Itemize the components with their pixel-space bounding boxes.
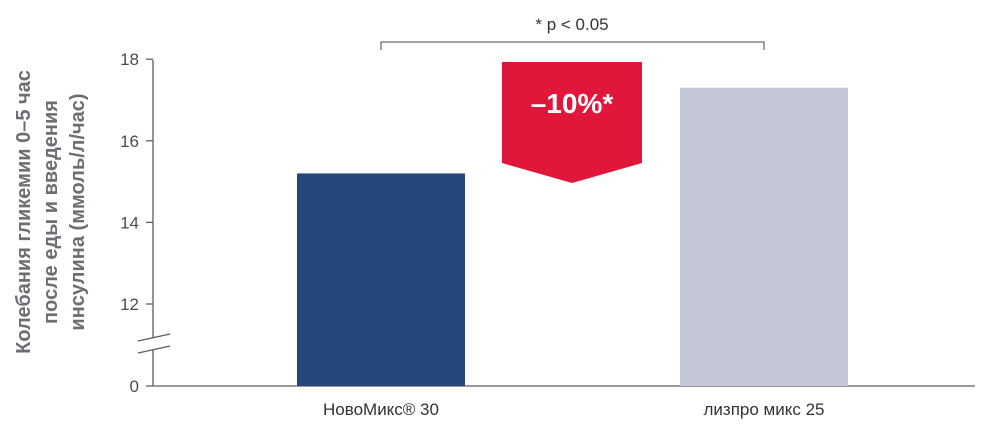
axis-break-marks — [137, 333, 171, 354]
y-axis-label-line-3: инсулина (ммоль/л/час) — [67, 93, 89, 330]
y-ticks: 0 12 14 16 18 — [120, 50, 153, 396]
category-labels: НовоМикс® 30 лизпро микс 25 — [323, 400, 824, 419]
y-axis-label: Колебания гликемии 0–5 час после еды и в… — [13, 70, 89, 354]
bar-2 — [680, 87, 848, 386]
significance-label: * p < 0.05 — [535, 15, 608, 34]
category-label-1: НовоМикс® 30 — [323, 400, 439, 419]
difference-badge: –10%* — [502, 62, 642, 183]
bars — [297, 87, 848, 386]
y-axis-label-line-2: после еды и введения — [40, 100, 62, 324]
y-tick-label: 14 — [120, 213, 139, 232]
bar-1 — [297, 173, 465, 386]
y-tick-label: 16 — [120, 132, 139, 151]
y-tick-label: 12 — [120, 295, 139, 314]
y-axis-label-line-1: Колебания гликемии 0–5 час — [13, 70, 35, 354]
difference-label: –10%* — [531, 88, 614, 119]
y-tick-label: 18 — [120, 50, 139, 69]
y-tick-label: 0 — [130, 377, 139, 396]
category-label-2: лизпро микс 25 — [704, 400, 825, 419]
significance-bracket: * p < 0.05 — [380, 15, 765, 50]
